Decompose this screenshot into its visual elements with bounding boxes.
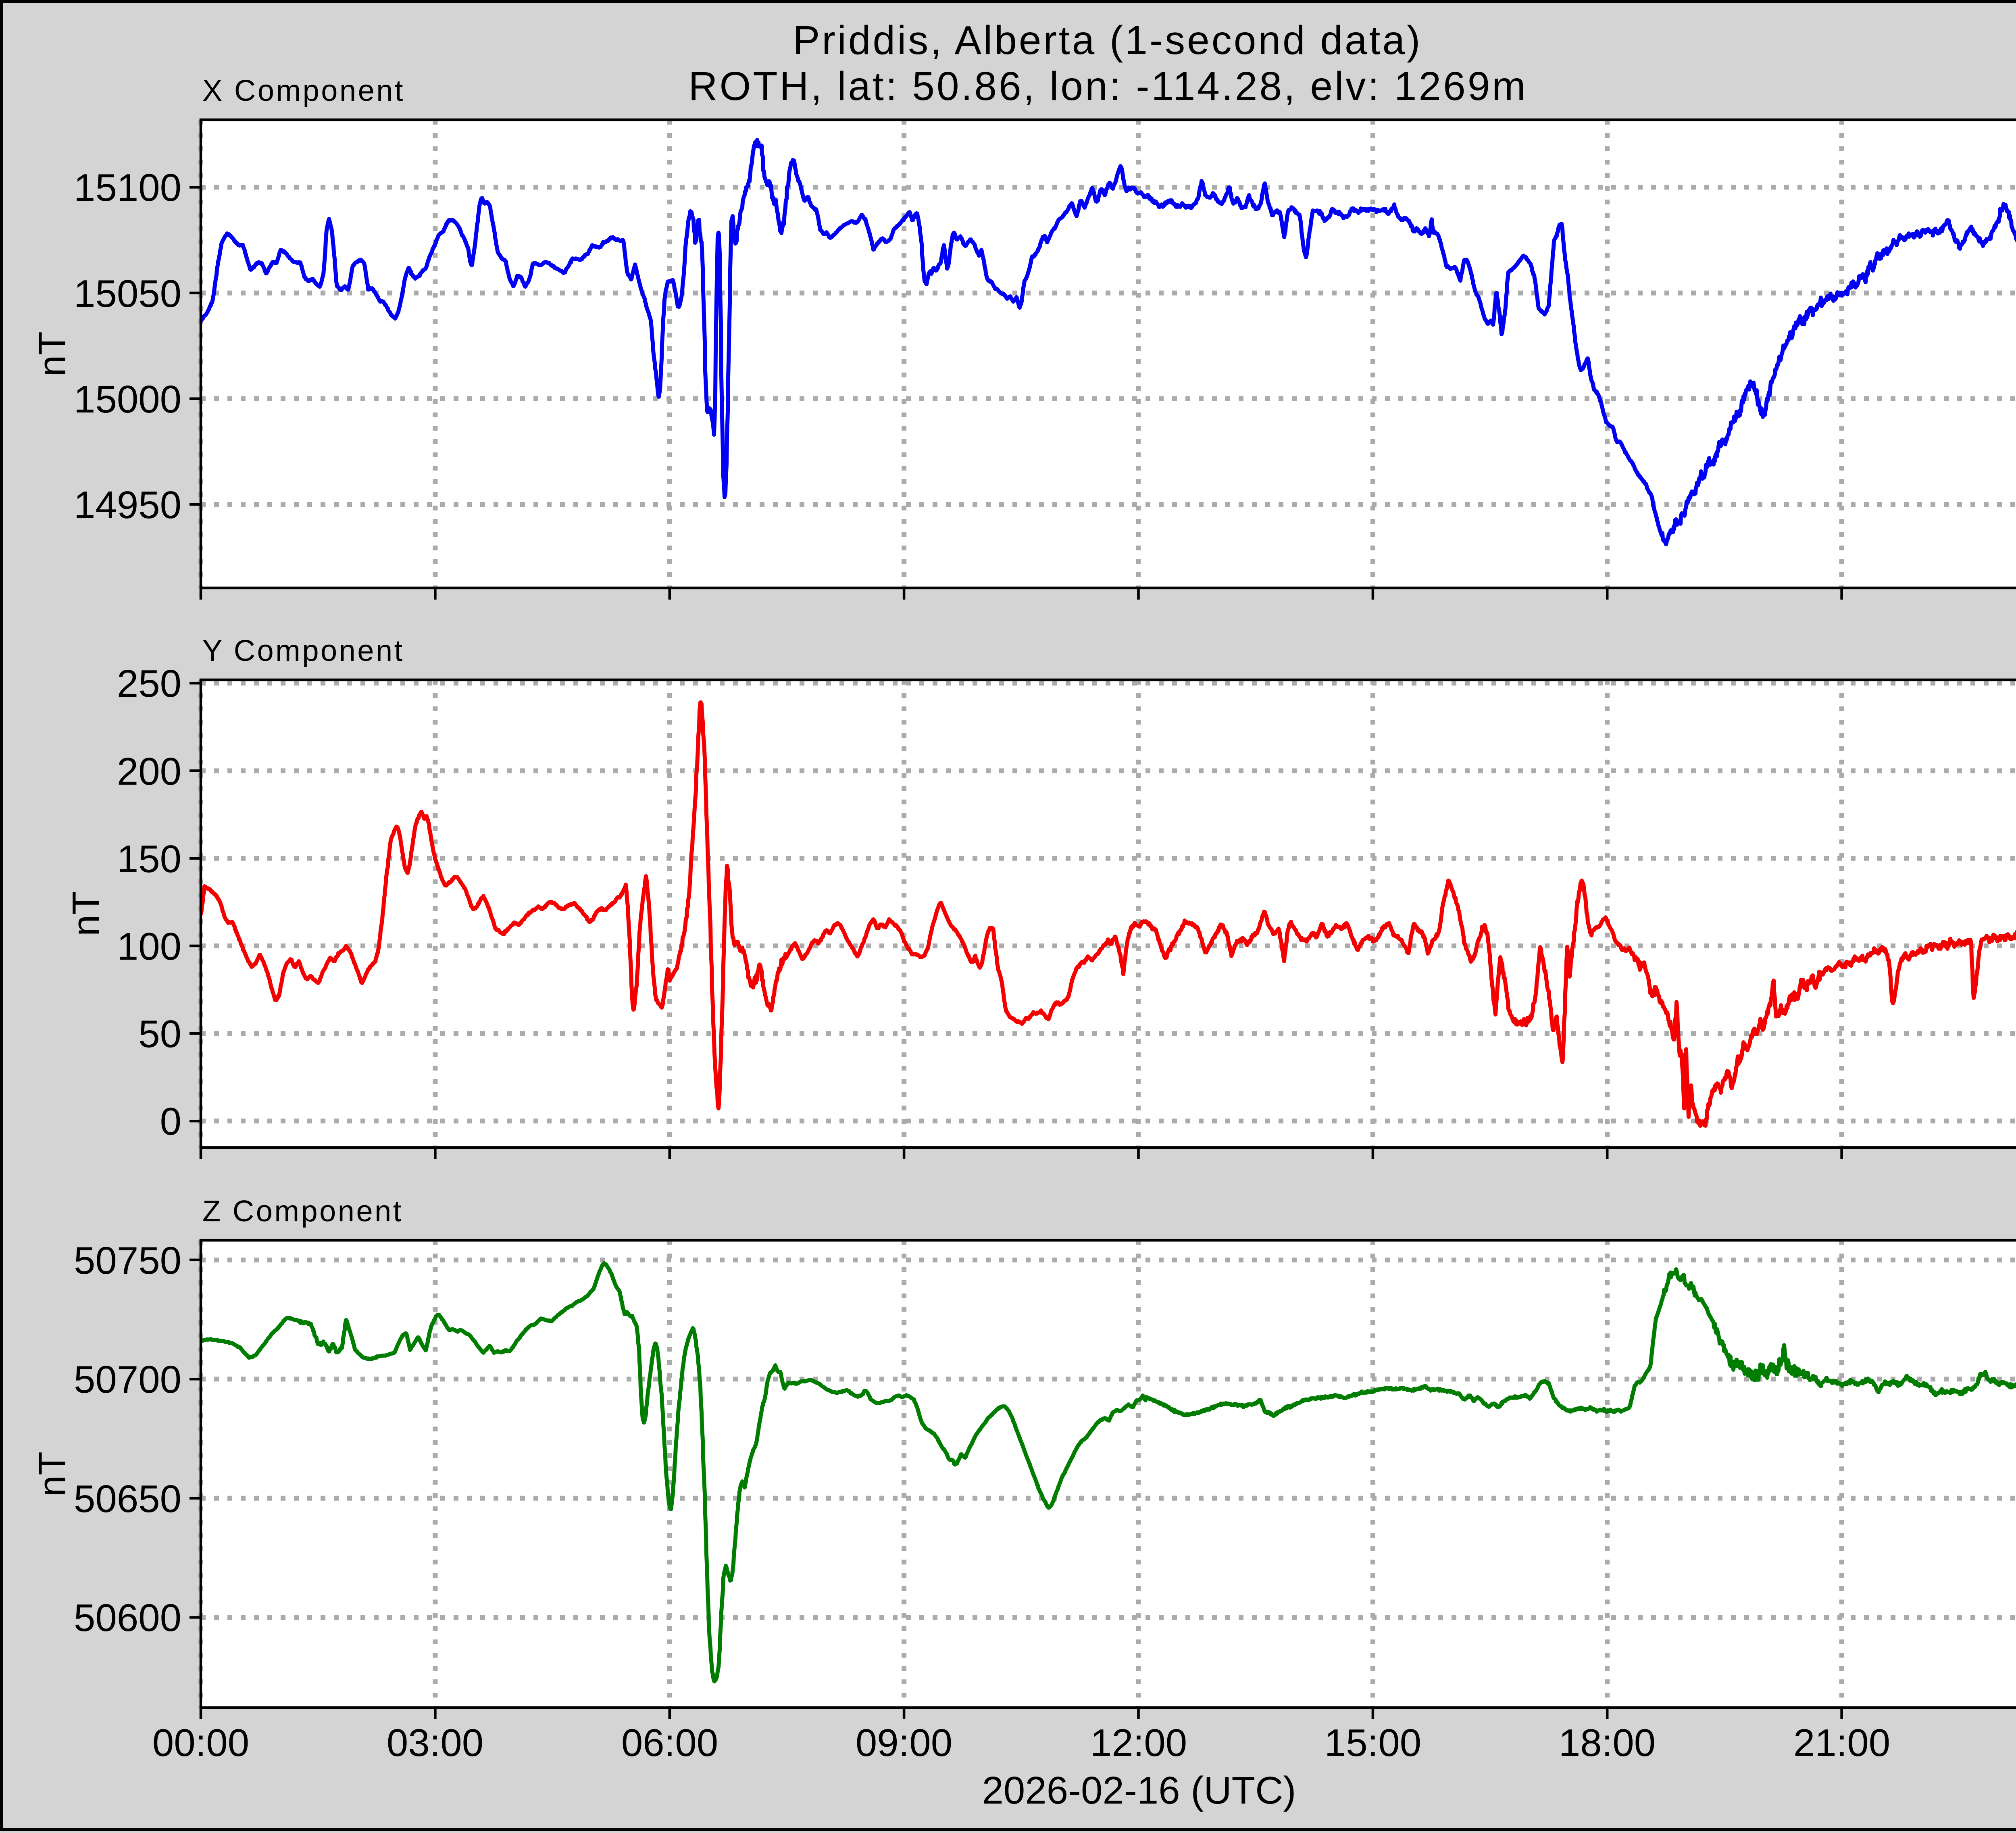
svg-text:ROTH, lat: 50.86, lon: -114.28: ROTH, lat: 50.86, lon: -114.28, elv: 126… — [688, 64, 1527, 109]
svg-text:00:00: 00:00 — [152, 1721, 249, 1764]
svg-text:15050: 15050 — [74, 272, 181, 315]
svg-text:nT: nT — [31, 1452, 74, 1497]
svg-text:50: 50 — [138, 1012, 181, 1056]
svg-text:Y Component: Y Component — [202, 634, 404, 667]
svg-text:21:00: 21:00 — [1793, 1721, 1890, 1764]
svg-text:250: 250 — [117, 662, 181, 705]
svg-text:50600: 50600 — [74, 1596, 181, 1639]
svg-text:50700: 50700 — [74, 1358, 181, 1401]
svg-text:15100: 15100 — [74, 166, 181, 209]
svg-text:06:00: 06:00 — [621, 1721, 718, 1764]
svg-text:18:00: 18:00 — [1559, 1721, 1656, 1764]
svg-text:nT: nT — [31, 331, 74, 377]
svg-text:200: 200 — [117, 750, 181, 793]
svg-text:X Component: X Component — [202, 74, 405, 107]
svg-text:14950: 14950 — [74, 483, 181, 527]
svg-text:12:00: 12:00 — [1090, 1721, 1187, 1764]
svg-text:09:00: 09:00 — [856, 1721, 952, 1764]
svg-text:50650: 50650 — [74, 1477, 181, 1521]
svg-text:15000: 15000 — [74, 378, 181, 421]
svg-text:50750: 50750 — [74, 1239, 181, 1282]
svg-text:15:00: 15:00 — [1325, 1721, 1421, 1764]
svg-text:2026-02-16 (UTC): 2026-02-16 (UTC) — [982, 1769, 1296, 1812]
svg-text:0: 0 — [160, 1100, 181, 1143]
svg-text:nT: nT — [65, 891, 108, 936]
svg-text:100: 100 — [117, 925, 181, 968]
svg-text:03:00: 03:00 — [387, 1721, 483, 1764]
svg-text:Z Component: Z Component — [202, 1194, 403, 1228]
svg-text:Priddis, Alberta (1-second dat: Priddis, Alberta (1-second data) — [793, 18, 1422, 63]
svg-text:150: 150 — [117, 837, 181, 881]
